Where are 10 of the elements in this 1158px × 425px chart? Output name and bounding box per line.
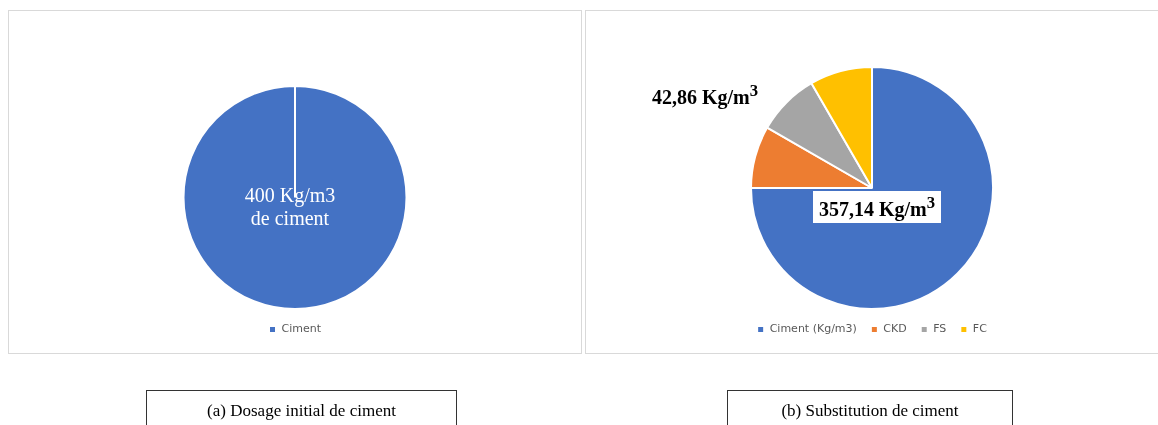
legend-label: Ciment (Kg/m3) — [769, 322, 857, 336]
legend-label: FS — [933, 322, 947, 336]
text: 357,14 Kg/m$^{3}$ — [812, 191, 942, 223]
legend-label: CKD — [883, 322, 907, 336]
text: 400 Kg/m3 de ciment — [244, 184, 336, 230]
legend-label: Ciment — [281, 322, 322, 336]
legend-label: FC — [972, 322, 988, 336]
text: (b) Substitution de ciment — [727, 390, 1013, 425]
text: 42,86 Kg/m$^{3}$ — [651, 81, 759, 109]
text: (a) Dosage initial de ciment — [146, 390, 457, 425]
